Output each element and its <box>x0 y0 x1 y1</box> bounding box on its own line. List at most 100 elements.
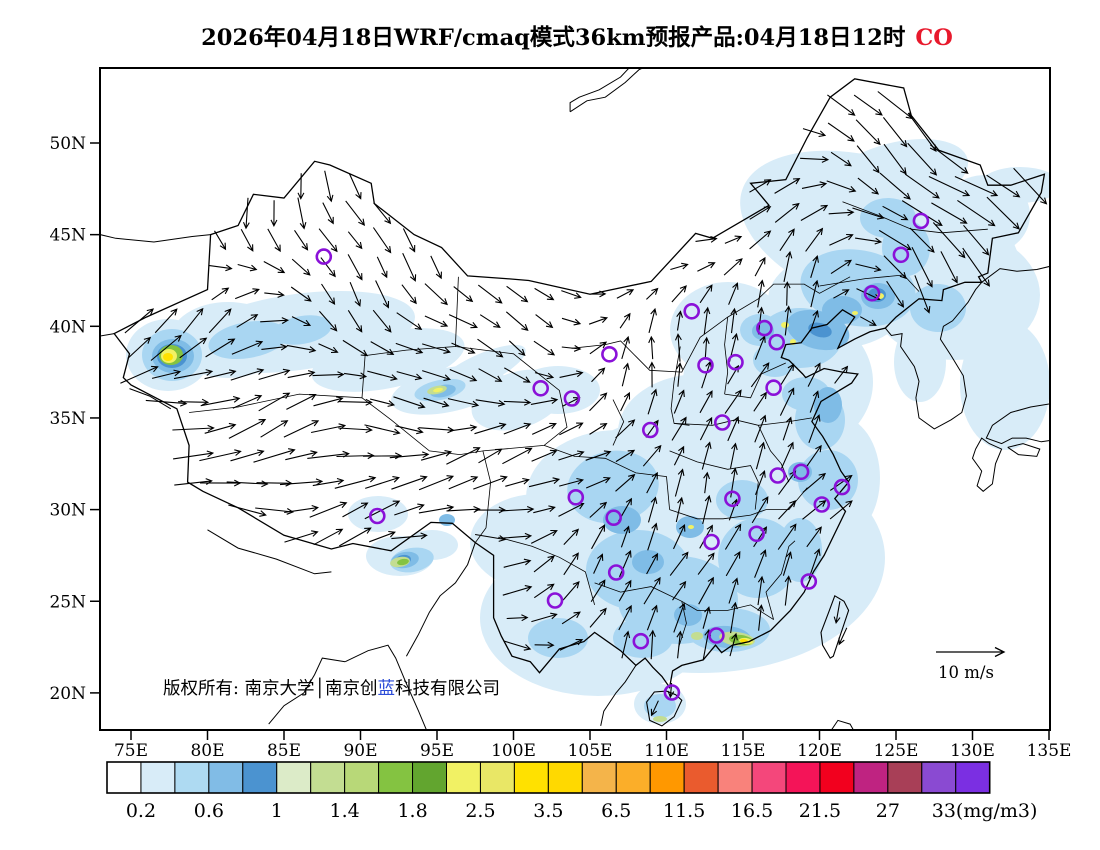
wind-arrow <box>615 449 636 463</box>
wind-arrow <box>503 532 533 540</box>
wind-arrow <box>673 524 686 550</box>
wind-arrow <box>477 338 504 358</box>
wind-arrow <box>345 200 366 227</box>
wind-arrow <box>228 419 267 439</box>
city-marker-harbin <box>912 212 930 230</box>
wind-arrow <box>702 494 712 525</box>
wind-arrow <box>695 235 718 243</box>
colorbar-cell <box>785 761 821 794</box>
wind-arrow <box>255 507 295 515</box>
wind-arrow <box>828 209 855 216</box>
wind-arrow <box>365 476 400 489</box>
wind-arrow <box>703 471 711 494</box>
wind-arrow <box>853 94 883 116</box>
wind-arrow <box>750 362 770 388</box>
foreign-coastline <box>981 266 1049 283</box>
lat-tick-label: 20N <box>49 684 86 704</box>
city-marker-hohhot <box>683 302 701 320</box>
wind-arrow <box>754 414 767 443</box>
wind-arrow <box>779 387 795 416</box>
wind-arrow <box>290 286 312 302</box>
colorbar-tick-label: 1 <box>271 800 283 822</box>
wind-arrow <box>446 505 481 513</box>
concentration-blob <box>691 632 703 640</box>
wind-arrow <box>270 200 278 228</box>
colorbar-cell <box>106 761 142 794</box>
wind-arrow <box>753 391 767 412</box>
wind-arrow <box>204 422 237 434</box>
lon-tick-label: 115E <box>721 741 766 761</box>
city-marker-urumqi <box>315 248 333 265</box>
wind-arrow <box>508 340 526 357</box>
wind-arrow <box>671 285 687 303</box>
wind-arrow <box>801 181 828 189</box>
taiwan-outline <box>820 594 850 659</box>
lon-tick-label: 125E <box>874 741 919 761</box>
wind-arrow <box>810 255 819 278</box>
wind-arrow <box>859 316 877 326</box>
wind-arrow <box>886 280 905 308</box>
wind-arrow <box>833 289 850 299</box>
wind-arrow <box>451 342 476 354</box>
wind-arrow <box>347 231 363 250</box>
hainan-outline <box>646 690 683 727</box>
wind-arrow <box>730 307 738 334</box>
wind-arrow <box>318 310 338 332</box>
wind-arrow <box>533 583 555 599</box>
city-marker-yinchuan <box>601 345 618 363</box>
wind-arrow <box>424 315 449 327</box>
colorbar-tick-label: 11.5 <box>663 800 705 822</box>
wind-arrow <box>729 632 738 657</box>
city-marker-chongqing <box>605 509 623 527</box>
wind-arrow <box>909 227 935 253</box>
wind-arrow <box>676 630 684 659</box>
wind-arrow <box>214 230 227 251</box>
wind-arrow <box>423 397 450 408</box>
wind-arrow <box>954 175 999 197</box>
wind-arrow <box>182 307 204 334</box>
wind-arrow <box>699 284 713 304</box>
colorbar: 0.2 0.6 1 1.4 1.8 2.5 3.5 6.5 11.5 16.5 21.5 27 33(m… <box>106 761 1037 822</box>
concentration-blob <box>882 220 930 276</box>
wind-arrow <box>558 450 585 461</box>
city-marker-shanghai <box>833 478 851 496</box>
wind-arrow <box>475 399 506 407</box>
concentration-blob <box>653 716 667 722</box>
wind-arrow <box>805 227 824 252</box>
wind-arrow <box>172 424 215 432</box>
wind-arrow <box>590 579 606 602</box>
wind-arrow <box>242 197 250 230</box>
foreign-coastline <box>207 529 332 575</box>
wind-arrow <box>531 449 558 462</box>
wind-arrows <box>120 91 1048 717</box>
wind-arrow <box>503 398 532 406</box>
wind-arrow <box>318 343 339 354</box>
wind-arrow <box>178 398 210 406</box>
wind-arrow <box>588 316 609 325</box>
colorbar-cell <box>955 761 991 794</box>
wind-arrow <box>230 449 265 462</box>
wind-arrow <box>561 317 582 326</box>
wind-arrow <box>393 396 426 409</box>
wind-arrow <box>534 287 555 301</box>
province-border <box>594 582 774 620</box>
lat-tick-label: 50N <box>49 134 86 154</box>
wind-arrow <box>179 337 208 359</box>
wind-arrow <box>676 310 684 331</box>
wind-arrow <box>285 450 318 461</box>
colorbar-cell <box>310 761 346 794</box>
wind-arrow <box>754 256 766 277</box>
wind-arrow <box>232 394 263 409</box>
wind-arrow <box>882 205 909 221</box>
wind-arrow <box>208 264 233 272</box>
wind-arrow <box>502 585 533 596</box>
wind-arrow <box>430 255 442 280</box>
wind-arrow <box>727 415 740 442</box>
city-marker-lanzhou <box>563 390 581 407</box>
wind-arrow <box>749 206 772 220</box>
title-main: 2026年04月18日WRF/cmaq模式36km预报产品:04月18日12时 <box>201 24 906 51</box>
colorbar-cell <box>412 761 447 794</box>
wind-arrow <box>669 551 689 576</box>
wind-arrow <box>806 526 822 548</box>
